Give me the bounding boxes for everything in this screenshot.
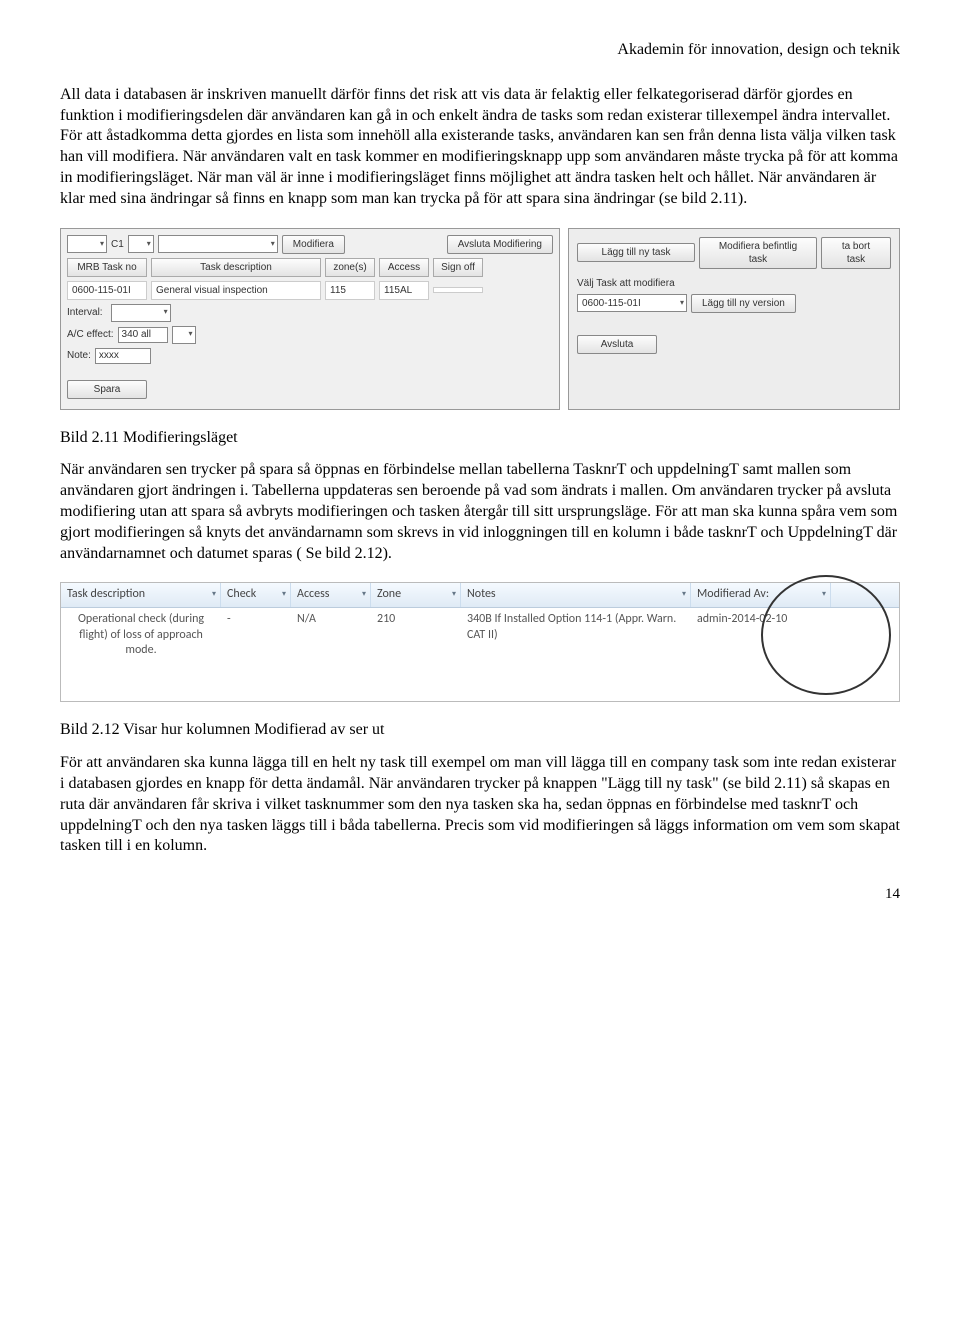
dropdown-blank-2[interactable] <box>158 235 278 253</box>
interval-dropdown[interactable] <box>111 304 171 322</box>
col-mrb: MRB Task no <box>67 258 147 277</box>
val-zones: 115 <box>325 281 375 300</box>
col-desc: Task description <box>151 258 321 277</box>
close-button[interactable]: Avsluta <box>577 335 657 354</box>
cell: 210 <box>371 608 461 663</box>
table-data-row: Operational check (during flight) of los… <box>61 608 899 663</box>
col-header: Check <box>221 583 291 607</box>
val-mrb: 0600-115-01I <box>67 281 147 300</box>
caption-2-12: Bild 2.12 Visar hur kolumnen Modifierad … <box>60 720 900 741</box>
save-button[interactable]: Spara <box>67 380 147 399</box>
end-modify-button[interactable]: Avsluta Modifiering <box>447 235 553 254</box>
ac-input[interactable]: 340 all <box>118 327 168 343</box>
cell: Operational check (during flight) of los… <box>61 608 221 663</box>
dropdown-c1[interactable] <box>128 235 154 253</box>
val-signoff <box>433 287 483 293</box>
cell-c1-label: C1 <box>111 238 124 251</box>
choose-task-label: Välj Task att modifiera <box>577 277 891 290</box>
paragraph-2: När användaren sen trycker på spara så ö… <box>60 460 900 564</box>
add-version-button[interactable]: Lägg till ny version <box>691 294 796 313</box>
task-dropdown[interactable]: 0600-115-01I <box>577 294 687 312</box>
delete-task-button[interactable]: ta bort task <box>821 237 891 269</box>
figure-2-12: Task descriptionCheckAccessZoneNotesModi… <box>60 582 900 702</box>
dropdown-blank-1[interactable] <box>67 235 107 253</box>
task-actions-panel: Lägg till ny task Modifiera befintlig ta… <box>568 228 900 410</box>
table-header-row: Task descriptionCheckAccessZoneNotesModi… <box>61 583 899 608</box>
paragraph-3: För att användaren ska kunna lägga till … <box>60 753 900 857</box>
page-header: Akademin för innovation, design och tekn… <box>60 40 900 61</box>
note-label: Note: <box>67 349 91 362</box>
cell: admin-2014-02-10 <box>691 608 831 663</box>
add-task-button[interactable]: Lägg till ny task <box>577 243 695 262</box>
col-access: Access <box>379 258 429 277</box>
interval-label: Interval: <box>67 306 103 319</box>
cell: N/A <box>291 608 371 663</box>
val-access: 115AL <box>379 281 429 300</box>
page-number: 14 <box>60 885 900 905</box>
ac-label: A/C effect: <box>67 328 114 341</box>
note-input[interactable]: xxxx <box>95 348 151 364</box>
col-header: Zone <box>371 583 461 607</box>
modify-existing-button[interactable]: Modifiera befintlig task <box>699 237 817 269</box>
caption-2-11: Bild 2.11 Modifieringsläget <box>60 428 900 449</box>
modify-button[interactable]: Modifiera <box>282 235 345 254</box>
col-header: Task description <box>61 583 221 607</box>
cell: 340B If Installed Option 114-1 (Appr. Wa… <box>461 608 691 663</box>
modify-panel: C1 Modifiera Avsluta Modifiering MRB Tas… <box>60 228 560 410</box>
col-signoff: Sign off <box>433 258 483 277</box>
paragraph-1: All data i databasen är inskriven manuel… <box>60 85 900 210</box>
col-zones: zone(s) <box>325 258 375 277</box>
cell: - <box>221 608 291 663</box>
col-header: Modifierad Av: <box>691 583 831 607</box>
ac-dropdown[interactable] <box>172 326 196 344</box>
col-header: Notes <box>461 583 691 607</box>
figure-2-11: C1 Modifiera Avsluta Modifiering MRB Tas… <box>60 228 900 410</box>
col-header: Access <box>291 583 371 607</box>
val-desc: General visual inspection <box>151 281 321 300</box>
